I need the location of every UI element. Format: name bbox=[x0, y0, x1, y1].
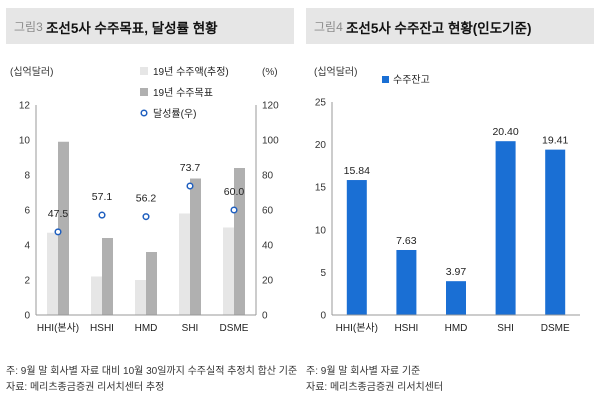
y-tick-label: 25 bbox=[315, 98, 327, 109]
legend-label-achievement: 달성률(우) bbox=[153, 108, 196, 120]
backlog-data-label: 19.41 bbox=[542, 135, 568, 147]
bar-order-estimate bbox=[135, 280, 146, 315]
figure-4-label: 그림4 bbox=[314, 20, 343, 34]
legend-swatch-order-estimate bbox=[140, 67, 148, 75]
y-left-tick-label: 0 bbox=[24, 311, 30, 322]
bar-order-estimate bbox=[179, 213, 190, 315]
figure-3-title: 조선5사 수주목표, 달성률 현황 bbox=[46, 21, 218, 36]
y-right-tick-label: 60 bbox=[262, 206, 274, 217]
x-category-label: SHI bbox=[182, 323, 199, 334]
x-category-label: HMD bbox=[445, 323, 468, 334]
right-axis-unit: (%) bbox=[262, 67, 278, 78]
bar-order-estimate bbox=[47, 232, 58, 315]
x-category-label: HHI(본사) bbox=[336, 322, 378, 334]
bar-order-backlog bbox=[495, 141, 516, 315]
figure-3-title-bar: 그림3 조선5사 수주목표, 달성률 현황 bbox=[6, 8, 294, 44]
y-right-tick-label: 120 bbox=[262, 101, 279, 112]
y-right-tick-label: 80 bbox=[262, 171, 274, 182]
figure-3-panel: 그림3 조선5사 수주목표, 달성률 현황 (십억달러) (%) 0 2 4 6 8 10 12… bbox=[6, 8, 298, 393]
achievement-point bbox=[142, 213, 150, 221]
figure-3-label: 그림3 bbox=[14, 20, 43, 34]
y-tick-label: 5 bbox=[320, 268, 326, 279]
legend-swatch-backlog bbox=[382, 76, 389, 83]
y-axis-unit: (십억달러) bbox=[314, 66, 357, 78]
achievement-point bbox=[230, 206, 238, 214]
y-right-tick-label: 20 bbox=[262, 276, 274, 287]
y-left-tick-label: 10 bbox=[19, 136, 31, 147]
bar-order-backlog bbox=[346, 180, 367, 315]
legend-label-order-target: 19년 수주목표 bbox=[153, 87, 213, 99]
bar-order-backlog bbox=[446, 281, 466, 315]
bar-order-target bbox=[102, 238, 113, 315]
figure-4-source: 자료: 메리츠종금증권 리서치센터 bbox=[306, 382, 444, 393]
bar-order-estimate bbox=[223, 227, 234, 315]
achievement-data-label: 57.1 bbox=[92, 191, 113, 203]
x-category-label: HMD bbox=[135, 323, 158, 334]
y-left-tick-label: 4 bbox=[24, 241, 30, 252]
bar-order-target bbox=[234, 168, 245, 315]
backlog-data-label: 7.63 bbox=[396, 235, 417, 247]
figure-4-title-bar: 그림4 조선5사 수주잔고 현황(인도기준) bbox=[306, 8, 594, 44]
bar-order-backlog bbox=[396, 249, 417, 315]
y-tick-label: 0 bbox=[320, 311, 326, 322]
legend-label-order-estimate: 19년 수주액(추정) bbox=[153, 66, 229, 78]
figure-3-source: 자료: 메리츠종금증권 리서치센터 추정 bbox=[6, 382, 165, 393]
x-category-label: HSHI bbox=[90, 323, 114, 334]
backlog-data-label: 3.97 bbox=[446, 266, 467, 278]
backlog-data-label: 20.40 bbox=[492, 126, 518, 138]
figure-4-panel: 그림4 조선5사 수주잔고 현황(인도기준) (십억달러) 0 5 10 15 20 25 1… bbox=[300, 0, 600, 400]
figure-4-note: 주: 9월 말 회사별 자료 기준 bbox=[306, 366, 421, 377]
y-tick-label: 20 bbox=[315, 140, 327, 151]
bar-order-estimate bbox=[91, 276, 102, 315]
legend-swatch-order-target bbox=[140, 88, 148, 96]
achievement-point bbox=[54, 228, 62, 236]
backlog-data-label: 15.84 bbox=[344, 165, 370, 177]
y-tick-label: 10 bbox=[315, 225, 327, 236]
x-category-label: DSME bbox=[541, 323, 570, 334]
x-category-label: HHI(본사) bbox=[37, 322, 79, 334]
y-left-tick-label: 12 bbox=[19, 101, 31, 112]
x-category-label: DSME bbox=[220, 323, 249, 334]
bar-order-target bbox=[190, 178, 201, 315]
achievement-data-label: 73.7 bbox=[180, 162, 201, 174]
y-right-tick-label: 0 bbox=[262, 311, 268, 322]
x-category-label: HSHI bbox=[394, 323, 418, 334]
achievement-point bbox=[186, 182, 194, 190]
order-backlog-chart: (십억달러) 0 5 10 15 20 25 15.84 HHI(본사) 7.63 HSHI 3.97… bbox=[314, 66, 580, 334]
y-right-tick-label: 40 bbox=[262, 241, 274, 252]
bar-order-target bbox=[58, 141, 69, 315]
figure-3-note: 주: 9월 말 회사별 자료 대비 10월 30일까지 수주실적 추정치 합산 … bbox=[6, 366, 298, 377]
legend-marker-achievement bbox=[140, 109, 148, 117]
y-left-tick-label: 6 bbox=[24, 206, 30, 217]
y-left-tick-label: 8 bbox=[24, 171, 30, 182]
x-category-label: SHI bbox=[497, 323, 514, 334]
y-tick-label: 15 bbox=[315, 183, 327, 194]
target-achievement-chart: (십억달러) (%)02468101202040608010012047.5HHI… bbox=[10, 66, 279, 334]
achievement-data-label: 56.2 bbox=[136, 193, 157, 205]
figure-4-title: 조선5사 수주잔고 현황(인도기준) bbox=[346, 21, 532, 36]
y-left-tick-label: 2 bbox=[24, 276, 30, 287]
achievement-point bbox=[98, 211, 106, 219]
achievement-data-label: 60.0 bbox=[224, 186, 245, 198]
left-axis-unit: (십억달러) bbox=[10, 66, 53, 78]
achievement-data-label: 47.5 bbox=[48, 208, 69, 220]
y-right-tick-label: 100 bbox=[262, 136, 279, 147]
bar-order-backlog bbox=[545, 149, 566, 315]
bar-order-target bbox=[146, 252, 157, 315]
legend-label-backlog: 수주잔고 bbox=[393, 74, 430, 86]
